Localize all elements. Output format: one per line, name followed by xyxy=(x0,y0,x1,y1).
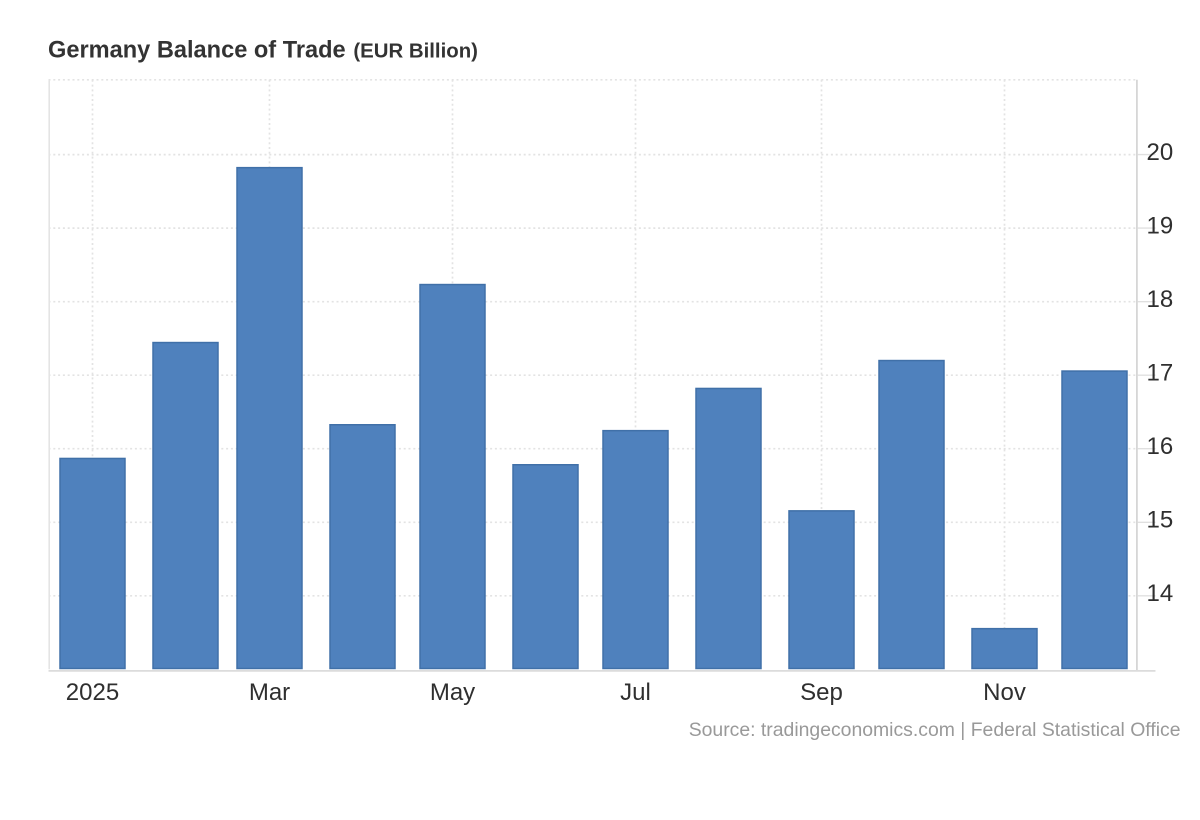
svg-text:18: 18 xyxy=(1147,286,1174,313)
svg-text:2025: 2025 xyxy=(66,679,119,706)
svg-text:Nov: Nov xyxy=(983,679,1026,706)
svg-text:15: 15 xyxy=(1147,507,1174,534)
svg-text:Source: tradingeconomics.com |: Source: tradingeconomics.com | Federal S… xyxy=(689,719,1181,741)
svg-text:19: 19 xyxy=(1147,212,1174,239)
svg-text:Sep: Sep xyxy=(800,679,843,706)
svg-text:Germany Balance of Trade(EUR B: Germany Balance of Trade (EUR Billion) xyxy=(48,38,478,64)
svg-text:Mar: Mar xyxy=(249,679,290,706)
svg-text:16: 16 xyxy=(1147,433,1174,460)
svg-text:17: 17 xyxy=(1147,359,1174,386)
svg-text:20: 20 xyxy=(1147,139,1174,166)
svg-text:May: May xyxy=(430,679,475,706)
svg-text:Jul: Jul xyxy=(620,679,651,706)
svg-text:14: 14 xyxy=(1147,580,1174,607)
